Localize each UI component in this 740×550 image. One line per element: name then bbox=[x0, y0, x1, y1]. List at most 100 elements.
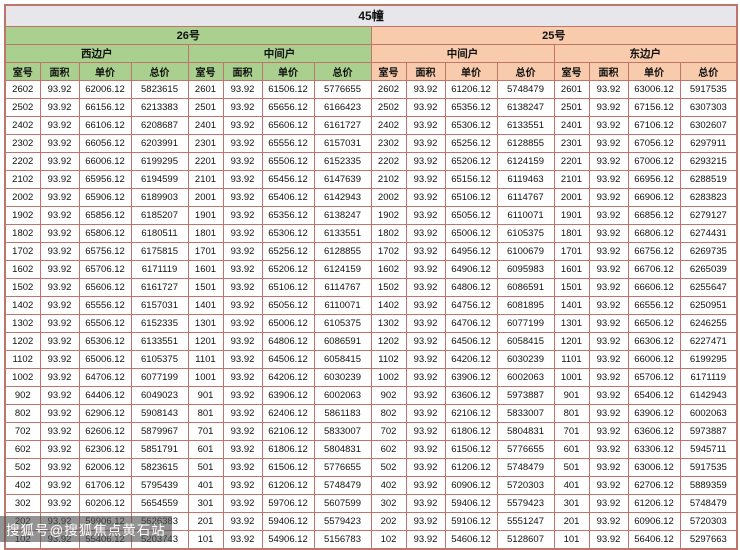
cell-area: 93.92 bbox=[222, 349, 263, 369]
cell-room: 402 bbox=[370, 475, 407, 495]
cell-room: 1601 bbox=[187, 259, 224, 279]
cell-total-price: 6086591 bbox=[313, 331, 372, 351]
cell-area: 93.92 bbox=[588, 349, 629, 369]
cell-area: 93.92 bbox=[588, 97, 629, 117]
cell-total-price: 5297663 bbox=[679, 529, 738, 549]
cell-total-price: 6203991 bbox=[130, 133, 189, 153]
cell-total-price: 5748479 bbox=[679, 493, 738, 513]
cell-unit-price: 65506.12 bbox=[78, 313, 132, 333]
cell-total-price: 5851791 bbox=[130, 439, 189, 459]
cell-area: 93.92 bbox=[405, 115, 446, 135]
cell-room: 1701 bbox=[187, 241, 224, 261]
cell-room: 2201 bbox=[187, 151, 224, 171]
cell-area: 93.92 bbox=[405, 439, 446, 459]
cell-room: 402 bbox=[4, 475, 41, 495]
cell-room: 2101 bbox=[553, 169, 590, 189]
cell-area: 93.92 bbox=[588, 367, 629, 387]
col-header-unit-price: 单价 bbox=[627, 61, 681, 81]
building-header: 45幢 bbox=[4, 4, 738, 27]
cell-total-price: 5879967 bbox=[130, 421, 189, 441]
cell-room: 1001 bbox=[553, 367, 590, 387]
cell-total-price: 5128607 bbox=[496, 529, 555, 549]
cell-unit-price: 64956.12 bbox=[444, 241, 498, 261]
cell-total-price: 6030239 bbox=[313, 367, 372, 387]
cell-unit-price: 65206.12 bbox=[444, 151, 498, 171]
cell-room: 1102 bbox=[370, 349, 407, 369]
cell-room: 502 bbox=[370, 457, 407, 477]
cell-area: 93.92 bbox=[588, 79, 629, 99]
cell-area: 93.92 bbox=[588, 385, 629, 405]
cell-unit-price: 59106.12 bbox=[444, 511, 498, 531]
cell-room: 702 bbox=[370, 421, 407, 441]
col-header-room: 室号 bbox=[370, 61, 407, 81]
cell-room: 1802 bbox=[4, 223, 41, 243]
cell-room: 1101 bbox=[187, 349, 224, 369]
cell-total-price: 6157031 bbox=[130, 295, 189, 315]
cell-unit-price: 66106.12 bbox=[78, 115, 132, 135]
cell-unit-price: 66006.12 bbox=[78, 151, 132, 171]
table-row: 1802 93.92 65806.12 6180511 1801 93.92 65306.1… bbox=[4, 223, 738, 243]
cell-unit-price: 62306.12 bbox=[78, 439, 132, 459]
cell-area: 93.92 bbox=[405, 169, 446, 189]
cell-unit-price: 64706.12 bbox=[78, 367, 132, 387]
cell-room: 1302 bbox=[370, 313, 407, 333]
cell-room: 2102 bbox=[370, 169, 407, 189]
cell-room: 1402 bbox=[370, 295, 407, 315]
cell-unit-price: 65906.12 bbox=[78, 187, 132, 207]
cell-total-price: 5748479 bbox=[313, 475, 372, 495]
cell-room: 802 bbox=[370, 403, 407, 423]
cell-unit-price: 63306.12 bbox=[627, 439, 681, 459]
cell-area: 93.92 bbox=[405, 97, 446, 117]
cell-total-price: 6002063 bbox=[679, 403, 738, 423]
cell-unit-price: 65706.12 bbox=[627, 367, 681, 387]
cell-total-price: 5156783 bbox=[313, 529, 372, 549]
cell-unit-price: 67006.12 bbox=[627, 151, 681, 171]
cell-total-price: 6124159 bbox=[313, 259, 372, 279]
cell-area: 93.92 bbox=[405, 241, 446, 261]
cell-total-price: 6274431 bbox=[679, 223, 738, 243]
cell-area: 93.92 bbox=[588, 421, 629, 441]
cell-total-price: 5804831 bbox=[313, 439, 372, 459]
cell-total-price: 6185207 bbox=[130, 205, 189, 225]
cell-area: 93.92 bbox=[222, 115, 263, 135]
cell-total-price: 6152335 bbox=[313, 151, 372, 171]
cell-room: 2401 bbox=[187, 115, 224, 135]
cell-room: 2002 bbox=[370, 187, 407, 207]
table-row: 2302 93.92 66056.12 6203991 2301 93.92 65556.1… bbox=[4, 133, 738, 153]
cell-unit-price: 65206.12 bbox=[261, 259, 315, 279]
cell-room: 2302 bbox=[4, 133, 41, 153]
cell-room: 101 bbox=[187, 529, 224, 549]
table-row: 602 93.92 62306.12 5851791 601 93.92 61806.12 5… bbox=[4, 439, 738, 459]
cell-total-price: 5776655 bbox=[313, 79, 372, 99]
cell-unit-price: 65156.12 bbox=[444, 169, 498, 189]
cell-room: 1001 bbox=[187, 367, 224, 387]
cell-unit-price: 54606.12 bbox=[444, 529, 498, 549]
col-header-unit-price: 单价 bbox=[78, 61, 132, 81]
cell-total-price: 6288519 bbox=[679, 169, 738, 189]
cell-room: 1302 bbox=[4, 313, 41, 333]
cell-room: 2302 bbox=[370, 133, 407, 153]
watermark: 搜狐号@搜狐焦点黄石站 bbox=[0, 516, 172, 542]
table-row: 2202 93.92 66006.12 6199295 2201 93.92 65506.1… bbox=[4, 151, 738, 171]
cell-room: 2602 bbox=[370, 79, 407, 99]
cell-unit-price: 66856.12 bbox=[627, 205, 681, 225]
cell-area: 93.92 bbox=[39, 385, 80, 405]
cell-unit-price: 59406.12 bbox=[261, 511, 315, 531]
cell-area: 93.92 bbox=[222, 385, 263, 405]
cell-area: 93.92 bbox=[39, 115, 80, 135]
table-row: 702 93.92 62606.12 5879967 701 93.92 62106.12 5… bbox=[4, 421, 738, 441]
cell-room: 2202 bbox=[370, 151, 407, 171]
cell-room: 1901 bbox=[553, 205, 590, 225]
col-header-total-price: 总价 bbox=[130, 61, 189, 81]
cell-unit-price: 65606.12 bbox=[261, 115, 315, 135]
cell-room: 701 bbox=[187, 421, 224, 441]
cell-unit-price: 56406.12 bbox=[627, 529, 681, 549]
cell-unit-price: 64206.12 bbox=[444, 349, 498, 369]
cell-unit-price: 61806.12 bbox=[261, 439, 315, 459]
cell-area: 93.92 bbox=[222, 511, 263, 531]
cell-room: 2601 bbox=[553, 79, 590, 99]
cell-total-price: 6297911 bbox=[679, 133, 738, 153]
cell-total-price: 6100679 bbox=[496, 241, 555, 261]
cell-area: 93.92 bbox=[39, 259, 80, 279]
cell-total-price: 5908143 bbox=[130, 403, 189, 423]
